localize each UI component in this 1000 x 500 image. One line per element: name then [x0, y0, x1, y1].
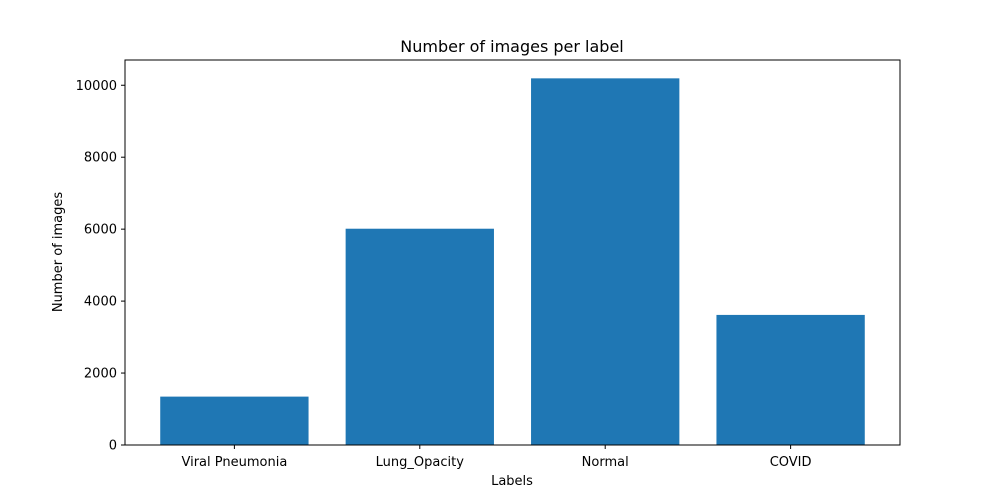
plot-frame	[124, 59, 901, 446]
bar-covid	[716, 314, 865, 445]
y-tick-label: 6000	[84, 223, 117, 238]
y-axis-title: Number of images	[51, 192, 66, 313]
bar-viral-pneumonia	[160, 396, 309, 445]
y-tick-label: 4000	[84, 295, 117, 310]
y-tick-label: 10000	[76, 79, 117, 94]
bar-lung-opacity	[345, 228, 494, 445]
bars	[160, 78, 865, 445]
x-tick-label: Viral Pneumonia	[181, 455, 287, 470]
y-tick-label: 2000	[84, 367, 117, 382]
x-tick-label: COVID	[770, 455, 812, 470]
y-axis-ticks: 0 2000 4000 6000 8000 10000	[76, 79, 125, 454]
y-tick-label: 0	[109, 439, 117, 454]
chart-title: Number of images per label	[400, 37, 623, 56]
bar-normal	[531, 78, 680, 445]
y-tick-label: 8000	[84, 151, 117, 166]
x-axis-title: Labels	[491, 474, 533, 489]
x-tick-label: Lung_Opacity	[376, 455, 465, 470]
x-axis-ticks: Viral Pneumonia Lung_Opacity Normal COVID	[181, 445, 812, 470]
x-tick-label: Normal	[582, 455, 629, 470]
